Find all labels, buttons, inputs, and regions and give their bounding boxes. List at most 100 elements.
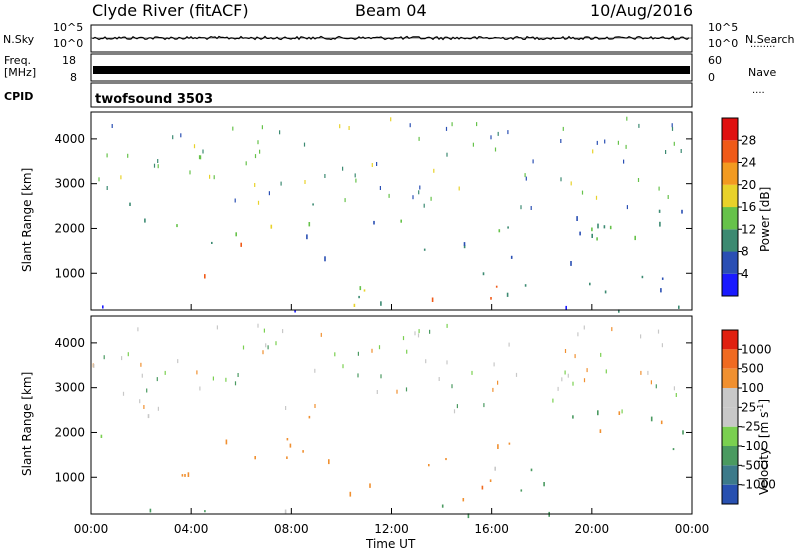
echo-cell (156, 377, 158, 382)
cpid-value: twofsound 3503 (95, 92, 214, 107)
echo-cell (570, 181, 572, 186)
echo-cell (379, 186, 381, 190)
echo-cell (497, 380, 499, 385)
echo-cell (196, 370, 198, 375)
echo-cell (254, 456, 256, 460)
echo-cell (172, 135, 174, 140)
echo-cell (354, 173, 356, 178)
echo-cell (418, 329, 420, 334)
echo-cell (482, 272, 485, 276)
colorbar-swatch (722, 251, 738, 274)
echo-cell (209, 174, 211, 179)
echo-cell (363, 289, 366, 292)
echo-cell (279, 130, 281, 135)
echo-cell (497, 444, 499, 449)
echo-cell (376, 162, 378, 166)
echo-cell (242, 345, 245, 350)
echo-cell (225, 439, 228, 445)
echo-cell (285, 406, 287, 410)
echo-cell (591, 227, 593, 232)
echo-cell (506, 292, 509, 297)
colorbar-tick-label: -1000 (741, 478, 776, 492)
echo-cell (658, 209, 661, 213)
echo-cell (433, 168, 435, 173)
echo-cell (199, 386, 201, 391)
echo-cell (314, 368, 316, 373)
echo-cell (144, 218, 146, 223)
echo-cell (157, 164, 159, 169)
echo-cell (463, 242, 466, 246)
echo-cell (376, 390, 378, 394)
x-tick-label: 12:00 (374, 522, 409, 536)
echo-cell (342, 364, 344, 369)
echo-cell (583, 378, 586, 383)
echo-cell (98, 177, 100, 182)
velocity-colorbar-label-exp: -1 (756, 403, 765, 412)
echo-cell (400, 219, 402, 223)
echo-cell (388, 193, 390, 198)
echo-cell (328, 459, 330, 465)
echo-cell (525, 176, 527, 181)
echo-cell (451, 384, 453, 389)
echo-cell (204, 274, 206, 279)
colorbar-swatch (722, 426, 738, 446)
echo-cell (303, 142, 306, 147)
echo-cell (357, 351, 359, 356)
station-title: Clyde River (fitACF) (92, 1, 249, 20)
echo-cell (600, 352, 602, 357)
echo-cell (282, 329, 284, 334)
echo-cell (180, 133, 182, 138)
echo-cell (254, 154, 257, 159)
echo-cell (492, 387, 494, 392)
echo-cell (280, 181, 282, 186)
echo-cell (198, 155, 201, 160)
echo-cell (369, 483, 371, 488)
echo-cell (609, 225, 612, 230)
colorbar-swatch (722, 229, 738, 252)
y-tick-label: 2000 (54, 425, 85, 439)
echo-cell (270, 224, 273, 229)
echo-cell (659, 221, 661, 227)
nsky-tick-bottom: 10^0 (53, 37, 84, 50)
echo-cell (213, 175, 215, 180)
echo-cell (490, 297, 492, 300)
echo-cell (396, 389, 398, 394)
colorbar-swatch (722, 349, 738, 369)
echo-cell (157, 159, 159, 163)
echo-cell (498, 229, 501, 233)
echo-cell (655, 384, 657, 389)
echo-cell (212, 376, 214, 381)
colorbar-swatch (722, 273, 738, 297)
echo-cell (462, 498, 465, 502)
echo-cell (176, 224, 178, 228)
y-tick-label: 1000 (54, 266, 85, 280)
echo-cell (552, 398, 554, 403)
nsearch-dots: ········ (750, 42, 775, 53)
echo-cell (611, 327, 613, 332)
echo-cell (237, 373, 239, 377)
echo-cell (489, 479, 492, 482)
echo-cell (289, 443, 292, 448)
power-colorbar-label: Power [dB] (758, 186, 772, 252)
echo-cell (446, 323, 448, 328)
echo-cell (344, 198, 346, 203)
freq-tick-bottom: 8 (70, 71, 77, 84)
echo-cell (562, 126, 564, 131)
echo-cell (100, 434, 103, 438)
echo-cell (597, 410, 599, 416)
echo-cell (623, 159, 625, 164)
nave-tick-top: 60 (708, 54, 722, 67)
echo-cell (524, 173, 526, 178)
velocity-colorbar: 1000 500 100 25 -25 -100 -500 -1000 (721, 329, 776, 505)
echo-cell (275, 341, 277, 346)
echo-cell (235, 232, 237, 237)
echo-cell (189, 170, 191, 175)
echo-cell (121, 356, 123, 361)
echo-cell (481, 485, 484, 490)
beam-title: Beam 04 (355, 1, 427, 20)
echo-cell (353, 303, 356, 307)
echo-cell (265, 343, 267, 348)
echo-cell (673, 141, 675, 146)
colorbar-tick-label: 1000 (741, 342, 772, 356)
